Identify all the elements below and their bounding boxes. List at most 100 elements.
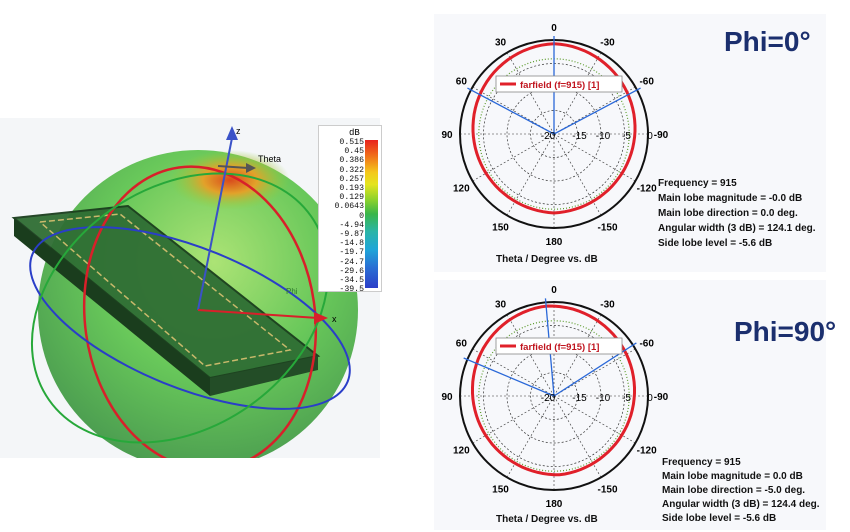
polar-spoke <box>553 348 636 397</box>
legend-value: -9.87 <box>339 230 364 240</box>
ring-label: -15 <box>572 131 587 142</box>
ring-label: -20 <box>541 393 556 404</box>
ring-label: -10 <box>596 393 611 404</box>
info-main-lobe-magnitude: Main lobe magnitude = 0.0 dB <box>662 471 803 482</box>
ring-label: 0 <box>647 393 653 404</box>
angle-label: -120 <box>637 184 657 195</box>
green-cut-circle <box>30 172 330 444</box>
beam-marker-line <box>463 357 555 397</box>
farfield-pattern-curve <box>471 304 636 477</box>
legend-value: 0.193 <box>339 184 364 194</box>
farfield-pattern-curve <box>471 42 637 215</box>
legend-value: -4.94 <box>339 220 364 230</box>
polar-spoke <box>506 395 555 478</box>
polar-ring <box>530 372 578 420</box>
ring-label: -15 <box>572 393 587 404</box>
beam-marker-line <box>467 87 555 135</box>
legend-value: -24.7 <box>339 257 364 267</box>
angle-label: -150 <box>597 485 617 496</box>
legend-unit: dB <box>349 128 360 138</box>
info-main-lobe-direction: Main lobe direction = 0.0 deg. <box>658 208 798 219</box>
antenna-board-edge <box>14 218 210 396</box>
angle-label: 0 <box>551 285 557 296</box>
info-angular-width: Angular width (3 dB) = 124.4 deg. <box>662 499 820 510</box>
info-side-lobe-level: Side lobe level = -5.6 dB <box>662 513 777 524</box>
legend-color-bar <box>365 140 378 288</box>
reference-circle <box>478 320 630 472</box>
radiation-3d-view: z Theta x Phi <box>11 126 358 471</box>
angle-label: -90 <box>654 130 669 141</box>
angle-label: 30 <box>495 37 507 48</box>
info-angular-width: Angular width (3 dB) = 124.1 deg. <box>658 223 816 234</box>
legend-value: -29.6 <box>339 266 364 276</box>
legend-value: 0.322 <box>339 165 364 175</box>
reference-circle <box>478 58 630 210</box>
angle-label: 60 <box>456 339 468 350</box>
ring-label: -20 <box>541 131 556 142</box>
angle-label: 60 <box>456 77 468 88</box>
polar-ring <box>483 325 625 467</box>
angle-label: 150 <box>492 485 509 496</box>
legend-value: -19.7 <box>339 248 364 258</box>
legend-value: 0.515 <box>339 138 364 147</box>
beam-marker-line <box>553 87 641 135</box>
info-main-lobe-direction: Main lobe direction = -5.0 deg. <box>662 485 806 496</box>
angle-label: -90 <box>654 392 669 403</box>
legend-value: 0.386 <box>339 156 364 166</box>
info-main-lobe-magnitude: Main lobe magnitude = -0.0 dB <box>658 193 803 204</box>
axis-z-label: z <box>236 126 241 136</box>
antenna-trace <box>39 213 292 367</box>
plot-legend-box <box>495 337 623 355</box>
angle-label: 180 <box>546 237 563 248</box>
angle-label: -60 <box>639 77 654 88</box>
info-phi0: Frequency = 915 Main lobe magnitude = -0… <box>658 176 816 251</box>
ring-label: 0 <box>647 131 653 142</box>
angle-label: 150 <box>492 223 509 234</box>
ring-label: -10 <box>596 131 611 142</box>
color-scale-legend: dB 0.515 0.45 0.386 0.322 0.257 0.193 0.129 0.0… <box>318 125 382 294</box>
phi-cut-circle <box>29 226 351 410</box>
legend-value: 0.257 <box>339 174 364 184</box>
x-axis <box>197 309 319 319</box>
angle-label: 90 <box>441 130 453 141</box>
angle-label: -30 <box>600 299 615 310</box>
plot-legend-box <box>495 75 623 93</box>
ring-label: -5 <box>622 393 631 404</box>
info-frequency: Frequency = 915 <box>662 457 741 468</box>
legend-value: 0 <box>359 211 364 221</box>
angle-label: 30 <box>495 299 507 310</box>
legend-value: 0.0643 <box>334 202 364 212</box>
xlabel-phi0: Theta / Degree vs. dB <box>496 254 598 265</box>
angle-label: -30 <box>600 37 615 48</box>
axis-phi-label: Phi <box>286 287 298 296</box>
legend-value: -14.8 <box>339 239 364 249</box>
polar-panel-phi90 <box>434 280 826 530</box>
legend-value: 0.129 <box>339 193 364 203</box>
plot-legend-label: farfield (f=915) [1] <box>520 342 599 353</box>
angle-label: 0 <box>551 23 557 34</box>
polar-ring <box>483 63 625 205</box>
angle-label: 120 <box>453 184 470 195</box>
legend-value: 0.45 <box>344 147 364 157</box>
angle-label: -150 <box>597 223 617 234</box>
angle-label: 180 <box>546 499 563 510</box>
info-phi90: Frequency = 915 Main lobe magnitude = 0.… <box>662 456 820 526</box>
ring-label: -5 <box>622 131 631 142</box>
legend-value: -34.5 <box>339 276 364 286</box>
plot-title-phi0: Phi=0° <box>724 26 811 57</box>
legend-value: -39.5 <box>339 285 364 295</box>
polar-ring <box>530 110 578 158</box>
angle-label: -120 <box>637 446 657 457</box>
angle-label: -60 <box>639 339 654 350</box>
polar-spoke <box>506 133 555 216</box>
axis-x-label: x <box>332 314 337 324</box>
angle-label: 120 <box>453 446 470 457</box>
legend-labels: 0.515 0.45 0.386 0.322 0.257 0.193 0.129 0.0643… <box>322 138 364 294</box>
radiation-3d-panel: z Theta x Phi <box>0 118 380 471</box>
angle-label: 90 <box>441 392 453 403</box>
beam-marker-line <box>553 342 637 397</box>
plot-legend-label: farfield (f=915) [1] <box>520 80 599 91</box>
theta-arrow <box>217 165 249 169</box>
